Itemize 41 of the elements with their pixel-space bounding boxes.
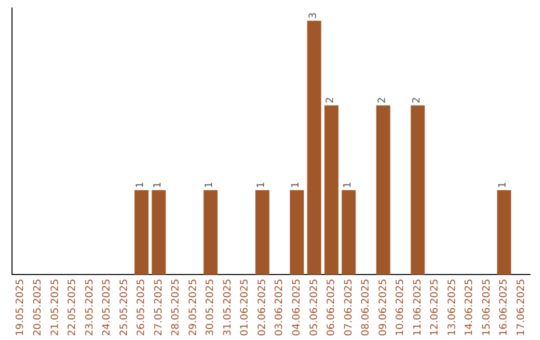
x-tick-label: 17.06.2025 bbox=[516, 278, 527, 336]
data-label: 1 bbox=[256, 182, 267, 188]
x-tick-label: 08.06.2025 bbox=[360, 278, 372, 336]
x-tick-label: 23.05.2025 bbox=[84, 278, 96, 336]
data-label: 2 bbox=[411, 97, 422, 104]
x-tick-label: 28.05.2025 bbox=[170, 278, 182, 336]
data-label: 1 bbox=[152, 182, 164, 188]
x-tick-label: 07.06.2025 bbox=[343, 278, 354, 336]
data-label: 1 bbox=[498, 182, 509, 188]
x-tick-label: 29.05.2025 bbox=[188, 278, 199, 336]
x-tick-label: 15.06.2025 bbox=[481, 278, 492, 336]
x-tick-label: 09.06.2025 bbox=[378, 278, 389, 336]
x-tick-label: 16.06.2025 bbox=[498, 278, 510, 336]
x-tick-label: 13.06.2025 bbox=[446, 278, 458, 336]
data-label: 2 bbox=[376, 97, 388, 104]
x-tick-label: 02.06.2025 bbox=[256, 278, 268, 336]
data-label: 2 bbox=[325, 97, 336, 104]
x-tick-label: 05.06.2025 bbox=[308, 278, 320, 336]
x-tick-label: 14.06.2025 bbox=[464, 278, 476, 336]
x-tick-label: 20.05.2025 bbox=[32, 278, 44, 336]
data-label: 1 bbox=[135, 182, 146, 188]
x-tick-label: 24.05.2025 bbox=[102, 278, 113, 336]
data-label: 1 bbox=[342, 182, 354, 188]
x-tick-label: 31.05.2025 bbox=[222, 278, 234, 336]
x-tick-label: 25.05.2025 bbox=[118, 278, 130, 336]
x-tick-label: 30.05.2025 bbox=[205, 278, 216, 336]
x-tick-label: 12.06.2025 bbox=[430, 278, 441, 336]
data-label: 3 bbox=[308, 12, 319, 19]
x-tick-label: 01.06.2025 bbox=[240, 278, 251, 336]
x-tick-label: 04.06.2025 bbox=[291, 278, 302, 336]
x-tick-label: 06.06.2025 bbox=[326, 278, 338, 336]
x-tick-label: 03.06.2025 bbox=[274, 278, 286, 336]
x-tick-label: 22.05.2025 bbox=[67, 278, 78, 336]
data-label: 1 bbox=[290, 182, 302, 188]
x-tick-label: 27.05.2025 bbox=[153, 278, 164, 336]
x-tick-label: 19.05.2025 bbox=[15, 278, 26, 336]
x-tick-label: 26.05.2025 bbox=[136, 278, 148, 336]
x-tick-label: 10.06.2025 bbox=[395, 278, 406, 336]
data-label: 1 bbox=[204, 182, 216, 188]
x-tick-label: 11.06.2025 bbox=[412, 278, 424, 336]
x-tick-label: 21.05.2025 bbox=[50, 278, 61, 336]
